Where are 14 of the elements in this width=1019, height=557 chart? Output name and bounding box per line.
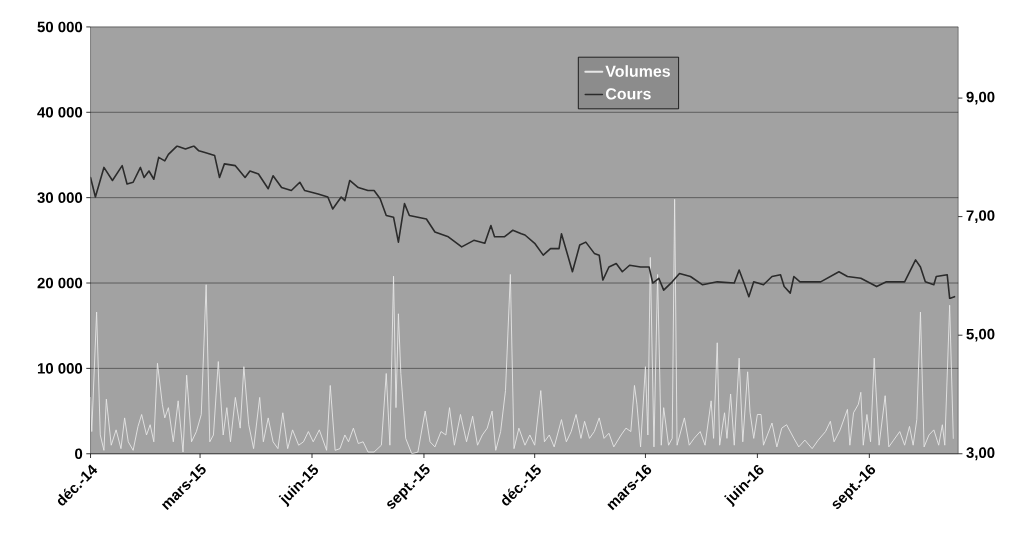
- y2-tick-label: 9,00: [966, 91, 995, 105]
- y-tick-label: 50 000: [37, 21, 83, 32]
- legend-label: Volumes: [605, 64, 670, 77]
- y-tick-label: 20 000: [37, 277, 83, 289]
- legend-label: Cours: [605, 87, 651, 100]
- y2-tick-label: 5,00: [966, 328, 995, 342]
- line-series: [90, 198, 954, 454]
- y-tick-label: 30 000: [37, 192, 83, 203]
- y-tick-label: 40 000: [37, 106, 83, 118]
- y2-tick-label: 7,00: [966, 210, 995, 223]
- y2-tick-label: 3,00: [966, 447, 995, 460]
- line-series: [90, 145, 956, 299]
- y-tick-label: 10 000: [37, 362, 83, 374]
- y-tick-label: 0: [75, 448, 83, 459]
